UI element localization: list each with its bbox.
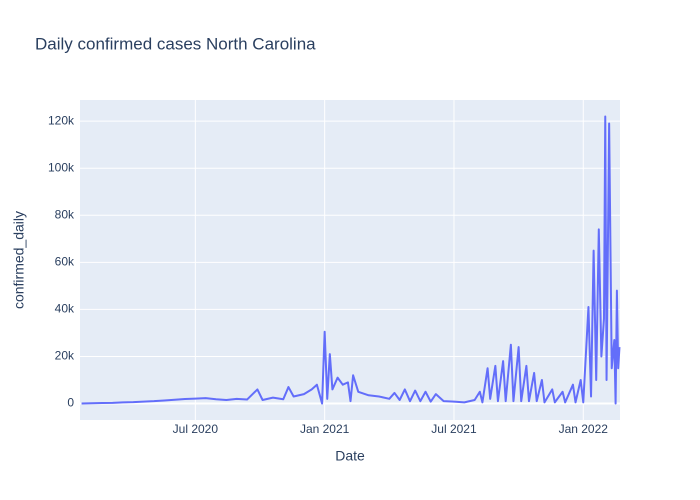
y-tick-label: 0 <box>67 396 74 410</box>
x-tick-label: Jan 2022 <box>559 422 609 436</box>
chart-title: Daily confirmed cases North Carolina <box>35 34 316 53</box>
y-tick-label: 80k <box>55 207 75 221</box>
x-tick-label: Jul 2020 <box>173 422 219 436</box>
y-tick-label: 20k <box>55 349 75 363</box>
y-tick-label: 40k <box>55 302 75 316</box>
plot-area <box>80 100 620 420</box>
x-tick-label: Jan 2021 <box>300 422 350 436</box>
data-line <box>81 115 621 405</box>
x-axis-title: Date <box>335 448 365 464</box>
x-tick-label: Jul 2021 <box>431 422 477 436</box>
y-tick-label: 60k <box>55 255 75 269</box>
y-axis-title: confirmed_daily <box>11 211 27 309</box>
y-tick-label: 100k <box>48 160 75 174</box>
y-tick-label: 120k <box>48 113 75 127</box>
